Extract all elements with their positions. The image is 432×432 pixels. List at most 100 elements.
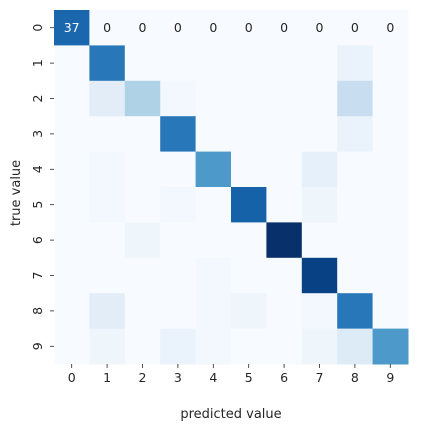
x-tick-label: 9 xyxy=(386,370,394,385)
heatmap-cell-7-3 xyxy=(160,257,197,294)
heatmap-cell-2-4 xyxy=(195,80,232,117)
heatmap-cell-3-5 xyxy=(231,116,267,153)
cell-value-label: 0 xyxy=(386,20,394,35)
heatmap-cell-3-0 xyxy=(54,116,90,153)
heatmap-cell-8-7 xyxy=(301,293,338,330)
heatmap-cell-5-7 xyxy=(301,187,338,223)
heatmap-cell-1-9 xyxy=(372,45,409,82)
cell-value-label: 0 xyxy=(316,20,324,35)
x-tick-label: 5 xyxy=(245,370,253,385)
heatmap-cell-8-8 xyxy=(337,293,374,330)
heatmap-cell-7-9 xyxy=(372,257,409,294)
heatmap-cell-3-9 xyxy=(372,116,409,153)
heatmap-cell-7-8 xyxy=(337,257,374,294)
y-tick-label: 8 xyxy=(30,307,45,315)
heatmap-cell-5-9 xyxy=(372,187,409,223)
x-tick-label: 6 xyxy=(280,370,288,385)
heatmap-cell-6-9 xyxy=(372,222,409,259)
heatmap-cell-7-2 xyxy=(124,257,161,294)
y-tick-label: 3 xyxy=(30,130,45,138)
heatmap-cell-0-3 xyxy=(160,10,197,46)
heatmap-cell-9-2 xyxy=(124,328,161,365)
heatmap-cell-2-7 xyxy=(301,80,338,117)
heatmap-cell-8-4 xyxy=(195,293,232,330)
heatmap-cell-5-3 xyxy=(160,187,197,223)
x-tick-label: 2 xyxy=(139,370,147,385)
heatmap-cell-4-5 xyxy=(231,151,267,188)
heatmap-cell-4-4 xyxy=(195,151,232,188)
heatmap-cell-1-1 xyxy=(89,45,126,82)
x-tick-label: 4 xyxy=(209,370,217,385)
heatmap-cell-6-2 xyxy=(124,222,161,259)
heatmap-cell-0-7 xyxy=(301,10,338,46)
heatmap-cell-8-3 xyxy=(160,293,197,330)
heatmap-cell-7-1 xyxy=(89,257,126,294)
heatmap-cell-3-8 xyxy=(337,116,374,153)
heatmap-cell-3-3 xyxy=(160,116,197,153)
y-tick-label: 2 xyxy=(30,95,45,103)
heatmap-cell-2-2 xyxy=(124,80,161,117)
heatmap-cell-2-8 xyxy=(337,80,374,117)
heatmap-cell-5-1 xyxy=(89,187,126,223)
heatmap-cell-2-9 xyxy=(372,80,409,117)
heatmap-cell-6-4 xyxy=(195,222,232,259)
heatmap-cell-5-8 xyxy=(337,187,374,223)
cell-value-label: 0 xyxy=(209,20,217,35)
x-tick-label: 7 xyxy=(316,370,324,385)
heatmap-cell-7-6 xyxy=(266,257,303,294)
heatmap-cell-labels: 37 0 0 0 0 0 0 0 0 0 xyxy=(64,20,395,35)
heatmap-cells xyxy=(54,10,409,365)
heatmap-cell-6-3 xyxy=(160,222,197,259)
heatmap-cell-0-0 xyxy=(54,10,90,46)
heatmap-cell-2-0 xyxy=(54,80,90,117)
cell-value-label: 0 xyxy=(103,20,111,35)
y-tick-label: 7 xyxy=(30,272,45,280)
heatmap-cell-2-6 xyxy=(266,80,303,117)
heatmap-cell-3-4 xyxy=(195,116,232,153)
heatmap-cell-4-0 xyxy=(54,151,90,188)
heatmap-cell-1-2 xyxy=(124,45,161,82)
heatmap-cell-0-2 xyxy=(124,10,161,46)
x-axis-label: predicted value xyxy=(180,407,281,422)
y-tick-label: 4 xyxy=(30,165,45,173)
heatmap-cell-3-1 xyxy=(89,116,126,153)
cell-value-label: 0 xyxy=(280,20,288,35)
heatmap-cell-6-1 xyxy=(89,222,126,259)
heatmap-cell-0-1 xyxy=(89,10,126,46)
heatmap-cell-3-2 xyxy=(124,116,161,153)
cell-value-label: 0 xyxy=(174,20,182,35)
heatmap-cell-8-1 xyxy=(89,293,126,330)
heatmap-cell-9-0 xyxy=(54,328,90,365)
heatmap-cell-2-3 xyxy=(160,80,197,117)
heatmap-cell-3-6 xyxy=(266,116,303,153)
heatmap-cell-0-9 xyxy=(372,10,409,46)
heatmap-cell-7-5 xyxy=(231,257,267,294)
heatmap-cell-9-8 xyxy=(337,328,374,365)
heatmap-cell-9-7 xyxy=(301,328,338,365)
heatmap-cell-4-8 xyxy=(337,151,374,188)
heatmap-cell-4-1 xyxy=(89,151,126,188)
heatmap-cell-8-2 xyxy=(124,293,161,330)
y-tick-label: 1 xyxy=(30,59,45,67)
heatmap-cell-0-5 xyxy=(231,10,267,46)
heatmap-cell-9-1 xyxy=(89,328,126,365)
heatmap-cell-5-2 xyxy=(124,187,161,223)
heatmap-cell-9-5 xyxy=(231,328,267,365)
heatmap-cell-8-6 xyxy=(266,293,303,330)
heatmap-cell-6-6 xyxy=(266,222,303,259)
heatmap-cell-5-0 xyxy=(54,187,90,223)
heatmap-cell-9-6 xyxy=(266,328,303,365)
heatmap-cell-4-7 xyxy=(301,151,338,188)
x-tick-label: 0 xyxy=(68,370,76,385)
heatmap-cell-7-4 xyxy=(195,257,232,294)
heatmap-cell-9-9 xyxy=(372,328,409,365)
cell-value-label: 0 xyxy=(351,20,359,35)
heatmap-cell-8-5 xyxy=(231,293,267,330)
x-axis-ticks: 0 1 2 3 4 5 6 7 8 9 xyxy=(68,364,394,385)
heatmap-cell-2-5 xyxy=(231,80,267,117)
cell-value-label: 0 xyxy=(139,20,147,35)
heatmap-cell-3-7 xyxy=(301,116,338,153)
heatmap-cell-7-0 xyxy=(54,257,90,294)
heatmap-cell-2-1 xyxy=(89,80,126,117)
